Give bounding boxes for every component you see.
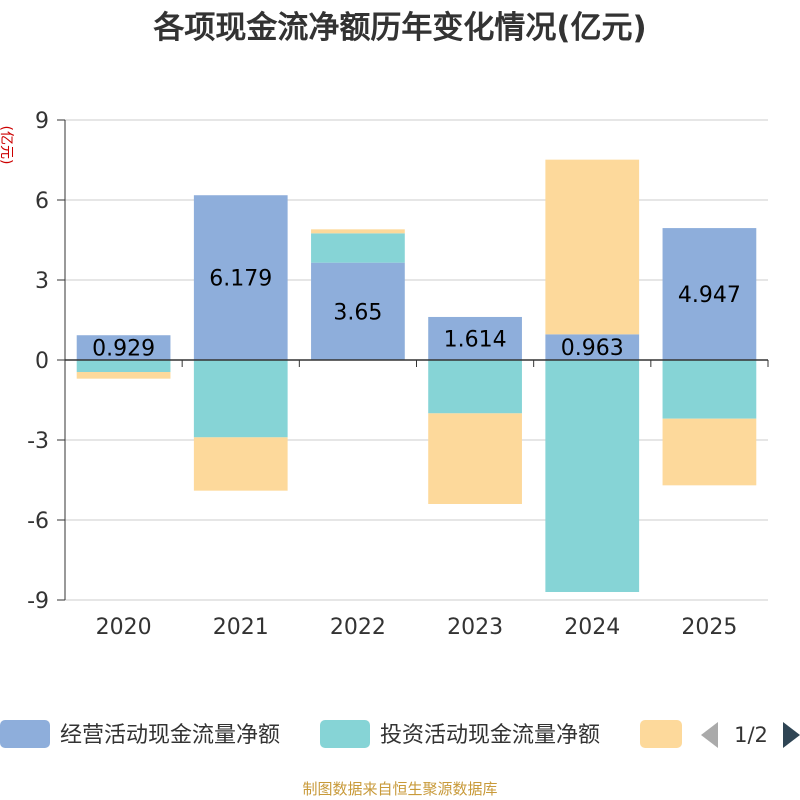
y-tick-label: -3 bbox=[27, 429, 49, 454]
data-label: 0.963 bbox=[561, 336, 624, 361]
pager-next-icon[interactable] bbox=[783, 722, 800, 748]
pager-count: 1/2 bbox=[734, 723, 768, 747]
x-tick-label: 2024 bbox=[564, 615, 620, 640]
bar-series0-2025 bbox=[662, 228, 757, 360]
legend-swatch-financing bbox=[640, 720, 682, 748]
pager-prev-icon[interactable] bbox=[701, 722, 718, 748]
data-labels: 0.929 6.179 3.65 1.614 0.963 4.947 bbox=[92, 267, 741, 362]
bar-series2-2024 bbox=[545, 159, 640, 335]
bar-series2-2025 bbox=[662, 418, 757, 486]
y-tick-label: 9 bbox=[35, 109, 49, 134]
x-tick-label: 2020 bbox=[96, 615, 152, 640]
legend-label-investing: 投资活动现金流量净额 bbox=[380, 723, 600, 748]
bar-series2-2021 bbox=[193, 437, 288, 491]
y-tick-label: -6 bbox=[27, 509, 49, 534]
bar-series1-2024 bbox=[545, 360, 640, 592]
x-tick-label: 2021 bbox=[213, 615, 269, 640]
data-label: 3.65 bbox=[333, 300, 382, 325]
legend-pager: 1/2 bbox=[701, 722, 800, 748]
data-label: 6.179 bbox=[209, 267, 272, 292]
x-tick-label: 2023 bbox=[447, 615, 503, 640]
data-label: 0.929 bbox=[92, 337, 155, 362]
bar-series1-2025 bbox=[662, 360, 757, 419]
bar-series1-2020 bbox=[76, 360, 171, 372]
bar-series2-2022 bbox=[311, 229, 405, 234]
y-tick-label: 3 bbox=[35, 269, 49, 294]
bar-series0-2024 bbox=[545, 334, 640, 360]
data-label: 1.614 bbox=[444, 327, 507, 352]
legend: 经营活动现金流量净额 投资活动现金流量净额 1/2 bbox=[0, 720, 800, 748]
bar-series2-2023 bbox=[428, 413, 522, 504]
x-tick-label: 2022 bbox=[330, 615, 386, 640]
bar-series0-2023 bbox=[428, 316, 522, 360]
legend-item-investing[interactable]: 投资活动现金流量净额 bbox=[320, 720, 600, 748]
legend-item-operating[interactable]: 经营活动现金流量净额 bbox=[0, 720, 280, 748]
y-tick-label: -9 bbox=[27, 589, 49, 614]
bar-series1-2023 bbox=[428, 360, 522, 414]
bar-series0-2021 bbox=[193, 195, 288, 360]
axes: 9 6 3 0 -3 -6 -9 2020 2021 2022 2023 2024 2025 bbox=[27, 109, 769, 640]
y-tick-label: 6 bbox=[35, 189, 49, 214]
bar-series1-2022 bbox=[311, 233, 405, 263]
y-tick-label: 0 bbox=[35, 349, 49, 374]
legend-swatch-operating bbox=[0, 720, 50, 748]
x-tick-label: 2025 bbox=[681, 615, 737, 640]
legend-swatch-investing bbox=[320, 720, 370, 748]
bar-series1-2021 bbox=[193, 360, 288, 438]
bars bbox=[76, 159, 757, 592]
data-source: 制图数据来自恒生聚源数据库 bbox=[302, 780, 497, 798]
data-label: 4.947 bbox=[678, 283, 741, 308]
legend-label-operating: 经营活动现金流量净额 bbox=[60, 723, 280, 748]
bar-series0-2020 bbox=[76, 335, 171, 360]
y-axis-label: (亿元) bbox=[0, 126, 14, 165]
bar-series0-2022 bbox=[311, 262, 405, 360]
bar-series2-2020 bbox=[76, 372, 171, 379]
legend-item-financing[interactable] bbox=[640, 720, 682, 748]
chart-title: 各项现金流净额历年变化情况(亿元) bbox=[152, 10, 646, 46]
